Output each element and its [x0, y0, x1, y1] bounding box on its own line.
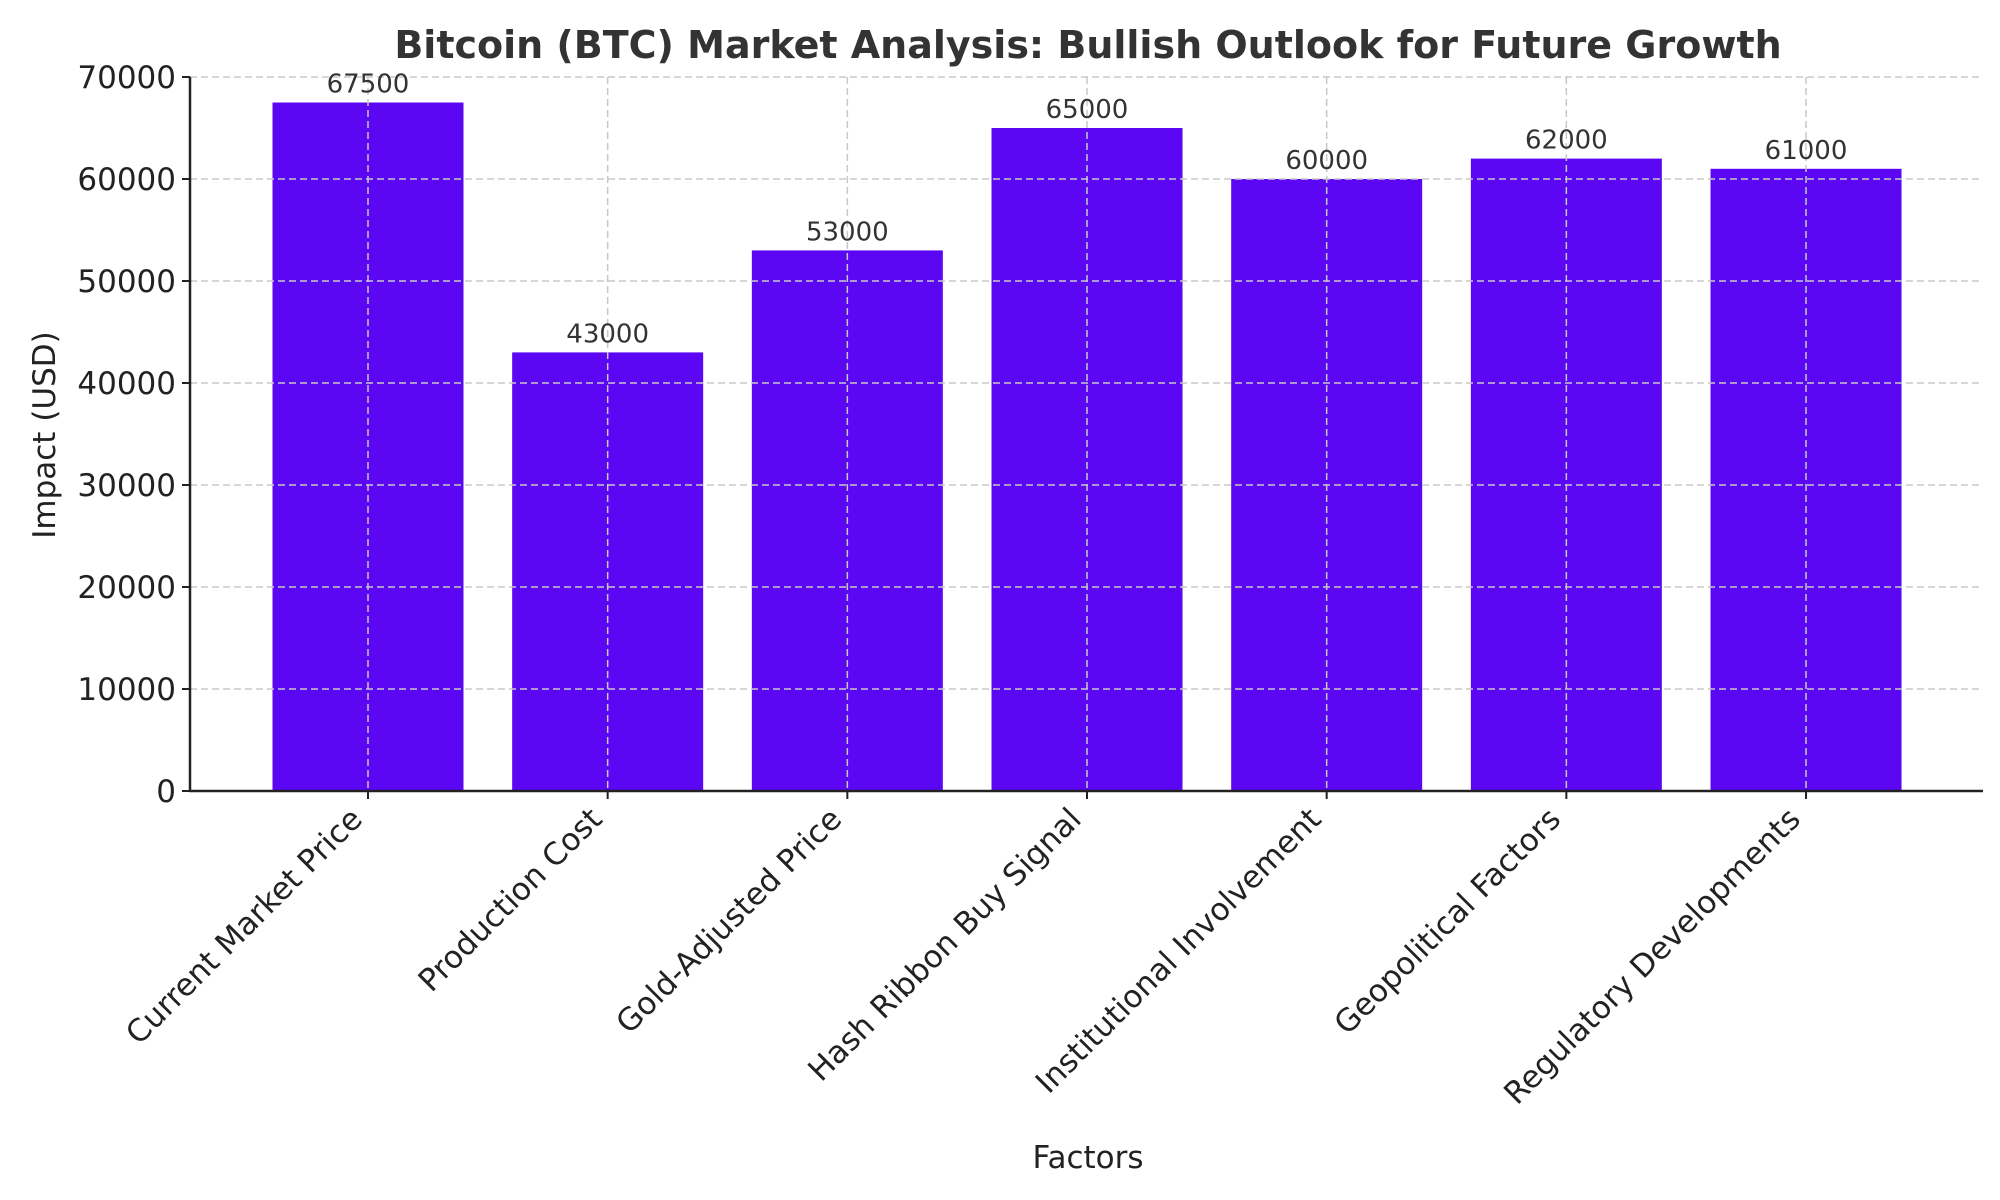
data-label: 60000 — [1285, 146, 1368, 176]
x-tick-label: Production Cost — [412, 801, 610, 999]
data-label: 53000 — [806, 217, 889, 247]
bar — [991, 128, 1183, 791]
axes — [182, 76, 1983, 799]
x-tick-label: Gold-Adjusted Price — [609, 801, 849, 1041]
data-label: 62000 — [1525, 126, 1608, 156]
y-tick-label: 50000 — [77, 264, 176, 300]
x-tick-label: Geopolitical Factors — [1327, 801, 1568, 1042]
y-tick-label: 30000 — [77, 468, 176, 504]
x-tick-label: Institutional Involvement — [1029, 801, 1329, 1101]
y-tick-label: 70000 — [77, 60, 176, 96]
y-tick-label: 40000 — [77, 366, 176, 402]
y-tick-label: 10000 — [77, 672, 176, 708]
data-label: 67500 — [327, 70, 410, 100]
x-tick-label: Current Market Price — [119, 801, 370, 1052]
data-label: 43000 — [566, 319, 649, 349]
data-label: 65000 — [1046, 95, 1129, 125]
y-tick-label: 20000 — [77, 570, 176, 606]
data-label: 61000 — [1765, 136, 1848, 166]
x-tick-label: Hash Ribbon Buy Signal — [801, 801, 1088, 1088]
y-tick-label: 0 — [156, 774, 176, 810]
y-axis-label: Impact (USD) — [27, 331, 63, 539]
x-axis-label: Factors — [1032, 1140, 1143, 1176]
chart-title: Bitcoin (BTC) Market Analysis: Bullish O… — [394, 23, 1781, 67]
y-tick-label: 60000 — [77, 162, 176, 198]
